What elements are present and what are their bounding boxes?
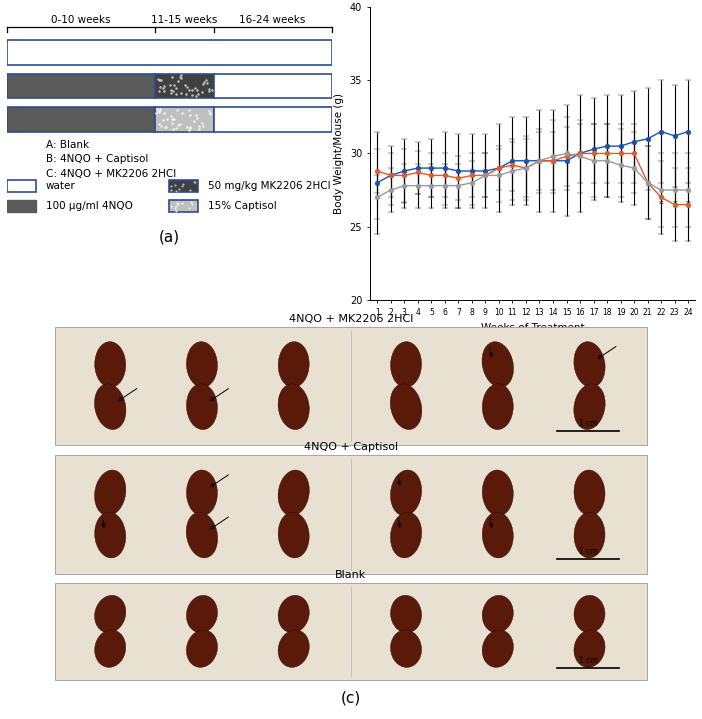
Text: 4NQO + MK2206 2HCl: 4NQO + MK2206 2HCl	[289, 313, 413, 324]
Text: 15% Captisol: 15% Captisol	[208, 201, 277, 211]
Ellipse shape	[482, 512, 513, 558]
X-axis label: Weeks of Treatment: Weeks of Treatment	[481, 323, 585, 333]
Text: 4NQO + Captisol: 4NQO + Captisol	[304, 442, 398, 452]
Ellipse shape	[482, 630, 513, 667]
Ellipse shape	[574, 630, 605, 667]
Text: 1 cm: 1 cm	[579, 418, 597, 428]
Ellipse shape	[187, 595, 218, 633]
Text: (b): (b)	[522, 388, 543, 403]
Legend: Blank, 4NQO + Captisol, 4NQO + MK2206 2HCl: Blank, 4NQO + Captisol, 4NQO + MK2206 2H…	[359, 369, 492, 408]
Ellipse shape	[95, 470, 126, 516]
FancyBboxPatch shape	[55, 583, 647, 680]
FancyBboxPatch shape	[169, 180, 199, 192]
FancyBboxPatch shape	[169, 201, 199, 212]
Text: 0-10 weeks: 0-10 weeks	[51, 15, 110, 25]
Ellipse shape	[186, 630, 218, 667]
FancyBboxPatch shape	[154, 107, 213, 132]
Ellipse shape	[95, 630, 126, 667]
Ellipse shape	[95, 512, 126, 558]
Text: *: *	[686, 201, 691, 210]
Ellipse shape	[278, 384, 310, 429]
Ellipse shape	[187, 342, 218, 388]
Ellipse shape	[482, 384, 513, 429]
FancyBboxPatch shape	[7, 180, 37, 192]
Ellipse shape	[186, 512, 218, 558]
Ellipse shape	[390, 595, 421, 633]
Text: Blank: Blank	[336, 570, 366, 580]
FancyBboxPatch shape	[55, 455, 647, 574]
Text: *: *	[658, 201, 663, 210]
FancyBboxPatch shape	[213, 107, 331, 132]
FancyBboxPatch shape	[7, 40, 331, 65]
FancyBboxPatch shape	[213, 73, 331, 99]
Ellipse shape	[390, 630, 421, 667]
Text: (a): (a)	[159, 229, 180, 244]
Text: 1 cm: 1 cm	[579, 547, 597, 556]
Text: *: *	[673, 201, 677, 210]
Ellipse shape	[187, 384, 218, 429]
FancyBboxPatch shape	[7, 107, 154, 132]
Text: A: Blank: A: Blank	[46, 140, 89, 150]
FancyBboxPatch shape	[7, 201, 37, 212]
Ellipse shape	[390, 512, 422, 558]
Ellipse shape	[95, 384, 126, 429]
Ellipse shape	[574, 512, 605, 558]
Ellipse shape	[482, 342, 514, 388]
Ellipse shape	[278, 470, 310, 516]
Ellipse shape	[482, 595, 513, 633]
FancyBboxPatch shape	[7, 73, 154, 99]
Ellipse shape	[390, 384, 422, 429]
Text: 16-24 weeks: 16-24 weeks	[239, 15, 305, 25]
Ellipse shape	[574, 595, 605, 633]
Text: 11-15 weeks: 11-15 weeks	[151, 15, 217, 25]
Ellipse shape	[278, 595, 310, 633]
Text: B: 4NQO + Captisol: B: 4NQO + Captisol	[46, 155, 148, 165]
Ellipse shape	[95, 595, 126, 633]
Ellipse shape	[574, 384, 605, 429]
Text: 50 mg/kg MK2206 2HCl: 50 mg/kg MK2206 2HCl	[208, 181, 331, 191]
Ellipse shape	[278, 342, 309, 388]
Text: water: water	[46, 181, 76, 191]
FancyBboxPatch shape	[55, 326, 647, 445]
Ellipse shape	[278, 512, 309, 558]
Text: 1 cm: 1 cm	[579, 656, 597, 665]
Ellipse shape	[574, 342, 605, 388]
Ellipse shape	[278, 630, 310, 667]
Ellipse shape	[390, 470, 422, 516]
Y-axis label: Body Weight/Mouse (g): Body Weight/Mouse (g)	[334, 93, 344, 214]
Ellipse shape	[95, 342, 126, 388]
Ellipse shape	[187, 470, 218, 516]
Ellipse shape	[482, 470, 513, 516]
Ellipse shape	[390, 342, 421, 388]
FancyBboxPatch shape	[154, 73, 213, 99]
Text: (c): (c)	[341, 691, 361, 706]
Ellipse shape	[574, 470, 605, 516]
Text: 100 μg/ml 4NQO: 100 μg/ml 4NQO	[46, 201, 133, 211]
Text: C: 4NQO + MK2206 2HCl: C: 4NQO + MK2206 2HCl	[46, 169, 176, 179]
